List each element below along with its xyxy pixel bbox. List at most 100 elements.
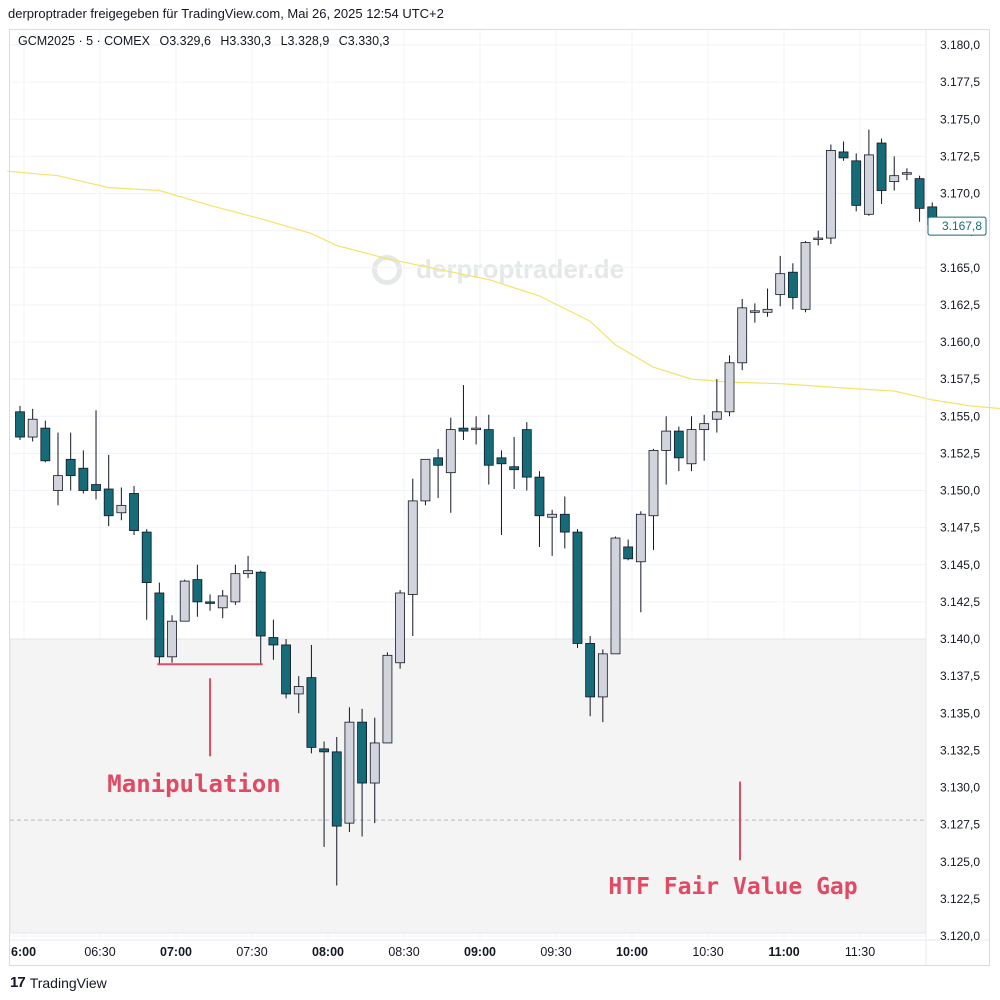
candle[interactable] bbox=[724, 362, 735, 413]
candle[interactable] bbox=[838, 151, 849, 159]
fair-value-gap-zone[interactable] bbox=[9, 638, 927, 934]
y-tick-label: 3.172,5 bbox=[940, 149, 980, 163]
candle[interactable] bbox=[357, 721, 367, 784]
candle[interactable] bbox=[407, 500, 418, 595]
candle[interactable] bbox=[344, 721, 355, 824]
candle[interactable] bbox=[445, 429, 456, 474]
candle[interactable] bbox=[610, 537, 621, 655]
candle[interactable] bbox=[483, 429, 494, 466]
candle[interactable] bbox=[154, 592, 165, 658]
candle[interactable] bbox=[331, 751, 342, 827]
candle[interactable] bbox=[686, 429, 697, 465]
candle[interactable] bbox=[661, 430, 672, 451]
candle[interactable] bbox=[192, 579, 203, 603]
y-tick-label: 3.152,5 bbox=[940, 446, 980, 460]
tradingview-footer[interactable]: 17 TradingView bbox=[10, 974, 107, 991]
candle[interactable] bbox=[787, 271, 798, 298]
candle[interactable] bbox=[534, 476, 545, 517]
candle[interactable] bbox=[648, 450, 659, 517]
candle[interactable] bbox=[141, 531, 152, 583]
candle[interactable] bbox=[597, 653, 608, 698]
candle[interactable] bbox=[268, 637, 279, 646]
candle[interactable] bbox=[217, 595, 228, 609]
candle[interactable] bbox=[585, 643, 596, 698]
candle[interactable] bbox=[116, 504, 127, 514]
candle[interactable] bbox=[306, 677, 317, 748]
candle[interactable] bbox=[91, 484, 101, 491]
y-tick-label: 3.140,0 bbox=[940, 632, 980, 646]
candle[interactable] bbox=[509, 466, 520, 471]
candle[interactable] bbox=[521, 429, 532, 478]
y-tick-label: 3.170,0 bbox=[940, 187, 980, 201]
candle[interactable] bbox=[902, 172, 912, 175]
candle[interactable] bbox=[547, 513, 558, 518]
candle[interactable] bbox=[889, 175, 900, 183]
candle[interactable] bbox=[635, 513, 646, 563]
candle[interactable] bbox=[369, 742, 380, 784]
x-tick-label: 07:00 bbox=[160, 945, 192, 959]
candle[interactable] bbox=[255, 571, 266, 637]
candle[interactable] bbox=[179, 580, 190, 622]
candle[interactable] bbox=[15, 411, 25, 438]
candle[interactable] bbox=[813, 237, 824, 240]
candle[interactable] bbox=[78, 467, 89, 491]
ohlc-high: H3.330,3 bbox=[220, 34, 272, 48]
candle[interactable] bbox=[420, 458, 431, 502]
x-tick-label: 6:00 bbox=[11, 945, 36, 959]
candle[interactable] bbox=[53, 475, 63, 491]
candle[interactable] bbox=[673, 430, 684, 459]
candle[interactable] bbox=[737, 307, 748, 364]
candle[interactable] bbox=[433, 457, 444, 466]
candle[interactable] bbox=[27, 418, 38, 438]
candle[interactable] bbox=[711, 411, 722, 420]
candle[interactable] bbox=[293, 686, 304, 695]
symbol-name[interactable]: GCM2025 · 5 · COMEX bbox=[18, 34, 150, 48]
candle[interactable] bbox=[319, 748, 329, 753]
candle[interactable] bbox=[65, 458, 76, 477]
candle[interactable] bbox=[775, 273, 786, 295]
y-tick-label: 3.135,0 bbox=[940, 706, 980, 720]
candle[interactable] bbox=[749, 310, 760, 313]
candle[interactable] bbox=[205, 601, 215, 604]
candle[interactable] bbox=[699, 423, 710, 431]
candle[interactable] bbox=[103, 488, 114, 517]
candle[interactable] bbox=[471, 427, 482, 431]
x-tick-label: 07:30 bbox=[236, 945, 267, 959]
candle[interactable] bbox=[281, 644, 291, 695]
x-tick-label: 10:30 bbox=[692, 945, 723, 959]
current-price-label: 3.167,8 bbox=[942, 219, 982, 233]
candle[interactable] bbox=[382, 654, 393, 744]
candle[interactable] bbox=[800, 242, 811, 310]
candle[interactable] bbox=[167, 620, 177, 658]
candle[interactable] bbox=[458, 427, 469, 432]
candle[interactable] bbox=[572, 531, 583, 644]
candle[interactable] bbox=[395, 592, 406, 664]
x-tick-label: 06:30 bbox=[84, 945, 115, 959]
y-tick-label: 3.165,0 bbox=[940, 261, 980, 275]
current-price-box[interactable] bbox=[927, 216, 987, 236]
candle[interactable] bbox=[825, 150, 836, 239]
candle[interactable] bbox=[914, 178, 925, 209]
candle[interactable] bbox=[851, 160, 862, 206]
x-tick-label: 11:30 bbox=[845, 945, 875, 959]
candle[interactable] bbox=[129, 493, 139, 531]
x-tick-label: 09:30 bbox=[540, 945, 571, 959]
candle[interactable] bbox=[623, 546, 634, 560]
candle[interactable] bbox=[876, 142, 887, 191]
candle[interactable] bbox=[230, 573, 241, 603]
symbol-legend[interactable]: GCM2025 · 5 · COMEX O3.329,6 H3.330,3 L3… bbox=[18, 34, 396, 48]
candle[interactable] bbox=[40, 427, 51, 462]
candle[interactable] bbox=[243, 570, 253, 575]
publisher-line: derproptrader freigegeben für TradingVie… bbox=[8, 6, 444, 21]
candle[interactable] bbox=[559, 513, 570, 533]
tradingview-brand[interactable]: TradingView bbox=[29, 974, 107, 991]
y-tick-label: 3.132,5 bbox=[940, 743, 980, 757]
y-tick-label: 3.130,0 bbox=[940, 781, 980, 795]
candle[interactable] bbox=[762, 308, 773, 313]
y-tick-label: 3.125,0 bbox=[940, 855, 980, 869]
candle[interactable] bbox=[496, 457, 507, 465]
x-tick-label: 09:00 bbox=[464, 945, 496, 959]
candle[interactable] bbox=[863, 154, 874, 215]
y-tick-label: 3.120,0 bbox=[940, 929, 980, 943]
